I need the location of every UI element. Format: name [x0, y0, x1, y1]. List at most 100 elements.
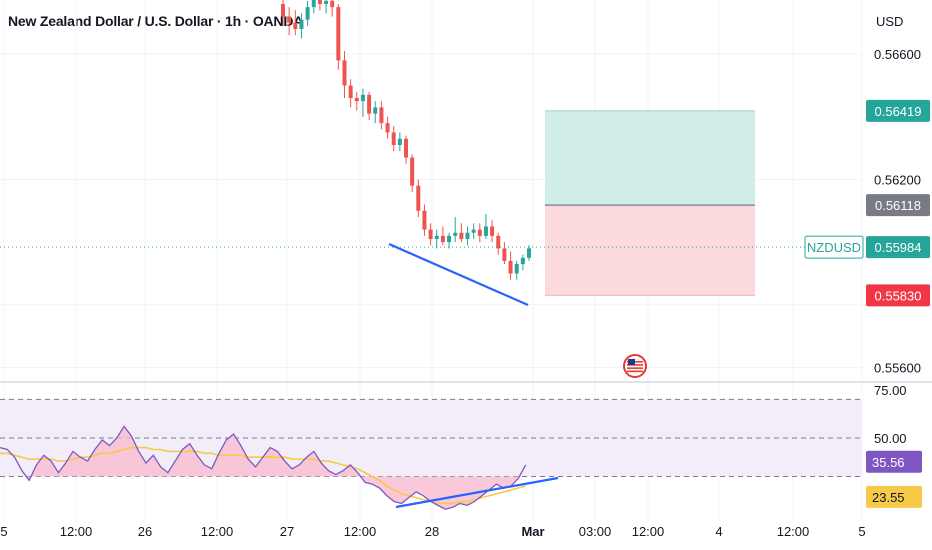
rsi-line: [0, 425, 527, 510]
candle[interactable]: [416, 179, 421, 218]
rsi-value-label[interactable]: 35.56: [866, 450, 922, 473]
candle[interactable]: [527, 245, 531, 261]
x-tick-label: 12:00: [777, 524, 810, 539]
candle-body: [465, 232, 470, 239]
candle-body: [379, 107, 384, 124]
candle-body: [348, 85, 353, 98]
rsi-ma-value-label[interactable]: 23.55: [866, 485, 922, 508]
x-tick-label: 4: [715, 524, 722, 539]
flag-stripe: [627, 367, 643, 369]
entry-label[interactable]: 0.56118: [866, 194, 930, 217]
rsi-trendline[interactable]: [395, 476, 559, 509]
candle-body: [520, 257, 525, 265]
candle-body: [514, 264, 519, 274]
candle[interactable]: [305, 0, 310, 26]
currency-label[interactable]: USD: [876, 14, 904, 29]
take-profit-label[interactable]: 0.56419: [866, 99, 930, 122]
candle-body: [404, 138, 408, 158]
candle[interactable]: [342, 51, 347, 98]
candle[interactable]: [379, 101, 384, 130]
candle[interactable]: [281, 0, 285, 26]
candle[interactable]: [410, 154, 415, 192]
candle[interactable]: [391, 126, 396, 152]
x-tick-label: 12:00: [60, 524, 93, 539]
rsi-oversold-fill: [25, 426, 522, 510]
candle[interactable]: [490, 220, 495, 243]
candle[interactable]: [317, 0, 322, 11]
symbol-tag[interactable]: NZDUSD: [804, 235, 864, 259]
x-tick-label: 12:00: [632, 524, 665, 539]
candle[interactable]: [483, 213, 488, 239]
price-trendline[interactable]: [388, 242, 529, 307]
candle[interactable]: [336, 4, 341, 70]
candle-body: [287, 16, 292, 23]
candle[interactable]: [477, 223, 482, 243]
candle[interactable]: [324, 0, 329, 14]
candle-body: [416, 185, 421, 211]
stop-loss-label[interactable]: 0.55830: [866, 284, 930, 307]
candle-body: [354, 98, 359, 102]
candle[interactable]: [348, 79, 353, 108]
us-flag-icon[interactable]: [623, 354, 647, 378]
candle[interactable]: [453, 217, 458, 243]
candle[interactable]: [397, 132, 402, 152]
candle[interactable]: [471, 223, 476, 239]
entry-label-text: 0.56118: [875, 198, 921, 213]
candle[interactable]: [367, 91, 372, 120]
candle[interactable]: [373, 101, 378, 124]
candle[interactable]: [447, 232, 452, 249]
candle-body: [311, 0, 316, 8]
candle[interactable]: [311, 0, 316, 14]
take-profit-label-bg: [866, 99, 930, 122]
candle[interactable]: [422, 204, 427, 236]
candle-body: [453, 232, 458, 236]
candle[interactable]: [330, 0, 335, 17]
candle[interactable]: [440, 226, 445, 246]
x-tick-label: Mar: [521, 524, 544, 539]
candle[interactable]: [502, 242, 507, 265]
candle[interactable]: [508, 251, 513, 280]
candle-body: [373, 107, 378, 114]
candle-body: [477, 229, 482, 236]
candle[interactable]: [360, 88, 365, 117]
candle-body: [305, 7, 310, 20]
last-price-label-bg: [866, 236, 930, 259]
candle-body: [391, 132, 396, 145]
x-tick-label: 12:00: [344, 524, 377, 539]
chart-title: New Zealand Dollar / U.S. Dollar · 1h · …: [8, 13, 304, 29]
candle[interactable]: [404, 135, 408, 164]
candle[interactable]: [459, 223, 464, 243]
candle[interactable]: [514, 260, 519, 280]
take-profit-label-text: 0.56419: [875, 104, 922, 119]
candle[interactable]: [293, 10, 298, 36]
candle-body: [440, 235, 445, 243]
candle-body: [281, 4, 285, 17]
x-tick-label: 5: [0, 524, 7, 539]
candle-body: [471, 229, 476, 233]
candle-body: [483, 226, 488, 236]
rsi-ma-value-bg: [866, 485, 922, 508]
y-tick-label: 0.56200: [874, 172, 921, 187]
candle[interactable]: [385, 116, 390, 139]
candle[interactable]: [354, 91, 359, 111]
candle[interactable]: [287, 7, 292, 36]
candle[interactable]: [520, 254, 525, 271]
candle[interactable]: [496, 232, 501, 255]
x-tick-label: 03:00: [579, 524, 612, 539]
candle[interactable]: [299, 13, 304, 39]
candle[interactable]: [434, 229, 439, 249]
candle-body: [385, 123, 390, 133]
loss-zone: [545, 205, 755, 296]
entry-label-bg: [866, 194, 930, 217]
candle-body: [360, 94, 365, 102]
candle[interactable]: [428, 223, 433, 246]
candle[interactable]: [465, 226, 470, 246]
candle-body: [317, 0, 322, 4]
candle-body: [428, 229, 433, 239]
candle-body: [490, 226, 495, 236]
candle-body: [502, 248, 507, 261]
x-tick-label: 28: [425, 524, 439, 539]
rsi-value-bg: [866, 450, 922, 473]
last-price-label[interactable]: 0.55984: [866, 236, 930, 259]
